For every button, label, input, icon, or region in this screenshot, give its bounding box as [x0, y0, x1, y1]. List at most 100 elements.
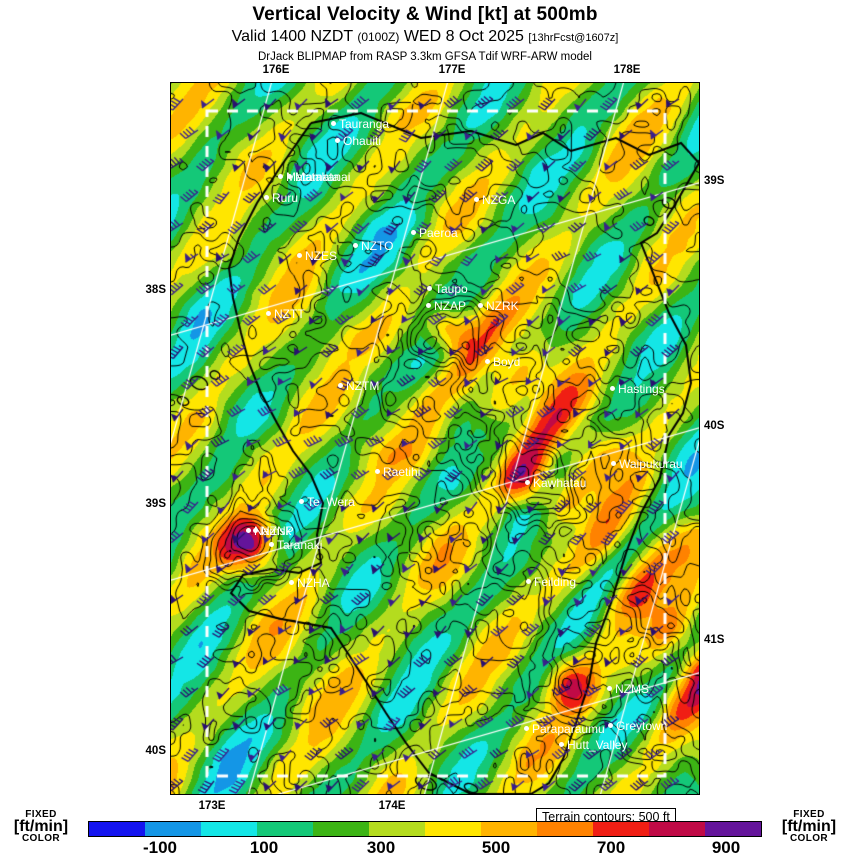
place-label: NZHA — [297, 575, 330, 590]
place-dot-icon — [474, 197, 479, 203]
place-label: NZAP — [434, 298, 467, 313]
place-marker-raetihi[interactable]: Raetihi — [375, 463, 420, 481]
place-label: Taupo — [435, 281, 468, 296]
place-label: Ruru — [272, 190, 299, 205]
colorbar-segment-10 — [649, 822, 705, 836]
place-label: Raetihi — [383, 464, 421, 479]
place-marker-nzms[interactable]: NZMS — [607, 680, 649, 698]
place-marker-hastings[interactable]: Hastings — [610, 380, 665, 398]
model-line: DrJack BLIPMAP from RASP 3.3km GFSA Tdif… — [257, 51, 592, 63]
place-dot-icon — [525, 480, 530, 486]
colorbar-tick-100: 100 — [249, 838, 279, 857]
map-frame[interactable]: Tauranga Ohauiti Matamata Matakanai Ruru NZGA… — [170, 82, 700, 795]
place-label: Paraparaumu — [532, 721, 605, 736]
colorbar-units-left: FIXED [ft/min] COLOR — [2, 810, 80, 844]
place-label: Ohauiti — [343, 133, 382, 148]
place-marker-paeroa[interactable]: Paeroa — [411, 224, 458, 242]
place-dot-icon — [608, 723, 613, 729]
place-marker-matamata[interactable]: Matamata — [278, 168, 339, 186]
place-marker-nznp[interactable]: NZNP — [253, 522, 294, 540]
terrain-contour-label: Terrain contours: 500 ft — [542, 810, 670, 824]
place-dot-icon — [278, 174, 283, 180]
vertical-velocity-map[interactable] — [171, 83, 699, 794]
place-marker-paraparaumu[interactable]: Paraparaumu — [524, 720, 605, 738]
lon-label-bottom-174E: 174E — [378, 800, 406, 812]
place-label: NZTT — [274, 306, 305, 321]
colorbar-tick-labels: -100 100 300 500 700 900 — [0, 838, 850, 860]
lat-label-left-38S: 38S — [145, 284, 166, 296]
place-dot-icon — [297, 253, 302, 259]
lon-label-top-178E: 178E — [613, 64, 641, 76]
place-marker-hutt-valley[interactable]: Hutt_Valley — [559, 736, 627, 754]
place-marker-waipukurau[interactable]: Waipukurau — [611, 455, 683, 473]
place-label: NZMS — [615, 681, 649, 696]
place-dot-icon — [524, 726, 529, 732]
colorbar-segment-0 — [89, 822, 145, 836]
place-label: Paeroa — [419, 225, 458, 240]
place-marker-greytown[interactable]: Greytown — [608, 717, 667, 735]
place-label: Greytown — [616, 718, 668, 733]
colorbar[interactable] — [88, 821, 762, 837]
colorbar-segment-5 — [369, 822, 425, 836]
colorbar-tick--100: -100 — [142, 838, 178, 857]
place-label: NZES — [305, 248, 338, 263]
colorbar-tick-900: 900 — [711, 838, 741, 857]
place-dot-icon — [607, 686, 612, 692]
place-marker-nzap[interactable]: NZAP — [426, 297, 466, 315]
valid-utc: (0100Z) — [357, 30, 400, 44]
colorbar-segment-8 — [537, 822, 593, 836]
colorbar-tick-300: 300 — [366, 838, 396, 857]
colorbar-units-label-left: [ft/min] — [13, 818, 69, 835]
lat-label-right-41S: 41S — [704, 634, 725, 646]
place-marker-nzrk[interactable]: NZRK — [478, 297, 519, 315]
valid-prefix: Valid 1400 NZDT — [231, 28, 353, 45]
colorbar-segment-4 — [313, 822, 369, 836]
place-marker-taupo[interactable]: Taupo — [427, 280, 468, 298]
place-marker-matakanai[interactable]: Matakanai — [287, 168, 350, 186]
place-label: Tauranga — [339, 116, 390, 131]
place-marker-ohauiti[interactable]: Ohauiti — [335, 132, 381, 150]
place-label-layer: Tauranga Ohauiti Matamata Matakanai Ruru NZGA… — [171, 83, 699, 794]
lat-label-left-40S: 40S — [145, 745, 166, 757]
place-label: Feilding — [534, 574, 577, 589]
lon-label-top-177E: 177E — [438, 64, 466, 76]
place-dot-icon — [478, 303, 483, 309]
place-marker-tauranga[interactable]: Tauranga — [331, 115, 389, 133]
place-marker-nzga[interactable]: NZGA — [474, 191, 515, 209]
place-dot-icon — [353, 243, 358, 249]
place-dot-icon — [287, 174, 292, 180]
place-marker-boyd[interactable]: Boyd — [485, 353, 520, 371]
colorbar-segment-11 — [705, 822, 761, 836]
place-label: Taranaki — [277, 537, 323, 552]
place-label: NZTM — [346, 378, 380, 393]
colorbar-segment-1 — [145, 822, 201, 836]
valid-date: WED 8 Oct 2025 — [403, 28, 524, 45]
place-dot-icon — [559, 742, 564, 748]
place-label: NZRK — [486, 298, 519, 313]
place-marker-nzes[interactable]: NZES — [297, 247, 337, 265]
place-marker-taranaki[interactable]: Taranaki — [269, 536, 322, 554]
place-marker-nztt[interactable]: NZTT — [266, 305, 305, 323]
place-label: NZGA — [482, 192, 516, 207]
place-dot-icon — [266, 311, 271, 317]
place-dot-icon — [253, 528, 258, 534]
place-marker-kawhatau[interactable]: Kawhatau — [525, 474, 586, 492]
place-marker-nzto[interactable]: NZTO — [353, 237, 393, 255]
place-label: Waipukurau — [619, 456, 683, 471]
place-dot-icon — [264, 195, 269, 201]
place-marker-nztm[interactable]: NZTM — [338, 377, 379, 395]
place-marker-namsk[interactable]: Namsk — [246, 522, 291, 540]
place-marker-te-wera[interactable]: Te_Wera — [299, 493, 355, 511]
place-dot-icon — [426, 303, 431, 309]
place-dot-icon — [269, 542, 274, 548]
place-label: Matamata — [286, 169, 340, 184]
place-marker-feilding[interactable]: Feilding — [526, 573, 576, 591]
place-marker-ruru[interactable]: Ruru — [264, 189, 298, 207]
place-dot-icon — [246, 528, 251, 534]
colorbar-tick-500: 500 — [481, 838, 511, 857]
lon-label-top-176E: 176E — [262, 64, 290, 76]
place-marker-nzha[interactable]: NZHA — [289, 574, 330, 592]
colorbar-fixed-label-left: FIXED — [25, 809, 57, 820]
place-dot-icon — [289, 580, 294, 586]
